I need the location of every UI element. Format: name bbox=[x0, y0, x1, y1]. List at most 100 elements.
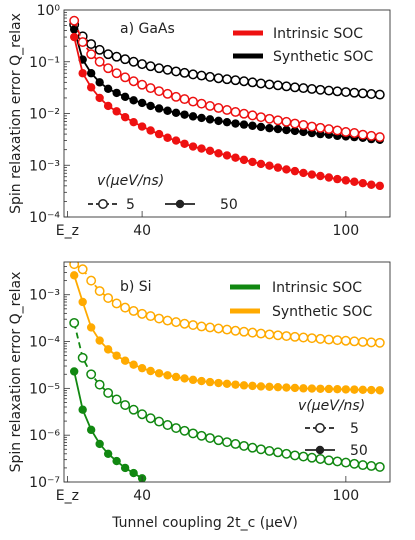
data-point-filled bbox=[129, 468, 138, 478]
data-point-filled bbox=[86, 323, 96, 332]
panel-label-gaas: a) GaAs bbox=[120, 21, 175, 37]
data-point-filled bbox=[95, 439, 104, 449]
data-point-open bbox=[366, 461, 377, 471]
data-point-filled bbox=[282, 383, 291, 392]
legend-speed-label-50: 50 bbox=[350, 443, 368, 459]
data-point-filled bbox=[188, 112, 198, 121]
data-point-open bbox=[239, 108, 249, 119]
data-point-filled bbox=[214, 378, 223, 388]
data-point-open bbox=[264, 113, 275, 124]
data-point-open bbox=[77, 352, 88, 363]
data-point-open bbox=[357, 460, 368, 471]
data-point-open bbox=[357, 88, 368, 99]
y-tick-label: 10⁻⁶ bbox=[29, 428, 60, 444]
data-point-open bbox=[145, 61, 156, 72]
y-axis-label: Spin relaxation error Q_relax bbox=[8, 13, 24, 214]
data-point-open bbox=[332, 86, 343, 97]
data-point-filled bbox=[350, 177, 359, 186]
data-point-open bbox=[298, 332, 309, 343]
data-point-filled bbox=[205, 377, 215, 387]
data-point-open bbox=[188, 320, 198, 331]
data-point-open bbox=[230, 75, 241, 86]
data-point-open bbox=[230, 325, 241, 336]
y-tick-label: 10⁻⁵ bbox=[29, 381, 60, 397]
data-point-filled bbox=[256, 159, 266, 169]
data-point-open bbox=[306, 121, 317, 132]
data-point-filled bbox=[120, 463, 130, 473]
x-tick-label: 40 bbox=[133, 488, 151, 504]
data-point-open bbox=[94, 379, 105, 390]
data-point-open bbox=[306, 333, 317, 344]
data-point-filled bbox=[256, 122, 266, 132]
data-point-open bbox=[205, 433, 215, 443]
y-axis-label: Spin relaxation error Q_relax bbox=[8, 272, 24, 473]
x-axis-label: Tunnel coupling 2t_c (μeV) bbox=[111, 515, 298, 531]
data-point-filled bbox=[180, 374, 189, 383]
data-point-open bbox=[374, 132, 385, 143]
data-point-open bbox=[239, 440, 249, 451]
data-point-open bbox=[128, 56, 139, 67]
data-point-open bbox=[272, 115, 283, 126]
data-point-open bbox=[120, 54, 131, 65]
data-point-open bbox=[86, 39, 97, 49]
legend-marker-open bbox=[315, 423, 325, 433]
data-point-open bbox=[128, 404, 139, 415]
data-point-filled bbox=[358, 385, 368, 395]
data-point-filled bbox=[129, 117, 138, 127]
y-tick-label: 10⁻² bbox=[29, 107, 60, 123]
data-point-open bbox=[213, 323, 224, 334]
legend-soc-si: Intrinsic SOC Synthetic SOC bbox=[230, 280, 372, 320]
data-point-open bbox=[86, 49, 97, 60]
data-point-filled bbox=[333, 384, 342, 394]
data-point-open bbox=[366, 130, 377, 141]
data-point-filled bbox=[256, 382, 266, 391]
data-point-open bbox=[272, 447, 283, 458]
data-point-filled bbox=[129, 360, 138, 369]
data-point-open bbox=[137, 59, 148, 70]
data-point-filled bbox=[86, 69, 96, 78]
data-point-filled bbox=[188, 142, 198, 151]
data-point-filled bbox=[154, 369, 164, 378]
data-point-filled bbox=[129, 96, 138, 105]
data-point-filled bbox=[197, 144, 206, 153]
data-point-filled bbox=[273, 124, 283, 134]
data-point-open bbox=[349, 128, 360, 138]
data-point-open bbox=[374, 89, 385, 100]
data-point-open bbox=[94, 56, 105, 67]
data-point-filled bbox=[299, 168, 308, 178]
data-point-open bbox=[86, 275, 97, 286]
legend-speed-title: v(μeV/ns) bbox=[97, 173, 164, 189]
data-point-open bbox=[196, 70, 207, 81]
data-point-open bbox=[349, 458, 360, 469]
legend-speed-label-5: 5 bbox=[126, 197, 135, 213]
data-point-filled bbox=[248, 381, 257, 391]
data-point-open bbox=[239, 76, 249, 87]
data-point-open bbox=[128, 306, 139, 316]
data-point-filled bbox=[265, 123, 274, 133]
data-point-open bbox=[188, 69, 198, 80]
data-point-filled bbox=[239, 381, 249, 390]
data-point-filled bbox=[265, 382, 274, 391]
data-point-open bbox=[230, 438, 241, 449]
y-tick-label: 10⁻⁴ bbox=[29, 335, 60, 351]
legend-marker-filled bbox=[315, 445, 325, 455]
data-point-filled bbox=[78, 405, 87, 414]
data-point-filled bbox=[163, 133, 172, 142]
data-point-open bbox=[256, 112, 266, 123]
data-point-filled bbox=[248, 121, 257, 130]
data-point-filled bbox=[137, 363, 147, 373]
data-point-open bbox=[77, 264, 88, 275]
data-point-open bbox=[264, 446, 275, 456]
data-point-open bbox=[111, 298, 122, 309]
data-point-filled bbox=[367, 180, 376, 189]
y-tick-label: 10⁻³ bbox=[29, 288, 60, 304]
data-point-open bbox=[264, 329, 275, 340]
data-point-open bbox=[281, 81, 292, 92]
data-point-filled bbox=[358, 178, 368, 188]
data-point-filled bbox=[341, 385, 351, 394]
data-point-filled bbox=[112, 351, 121, 360]
y-tick-label: 10⁻³ bbox=[29, 158, 60, 174]
legend-speed-label-5: 5 bbox=[350, 421, 359, 437]
data-point-filled bbox=[324, 173, 334, 182]
data-point-open bbox=[264, 79, 275, 90]
